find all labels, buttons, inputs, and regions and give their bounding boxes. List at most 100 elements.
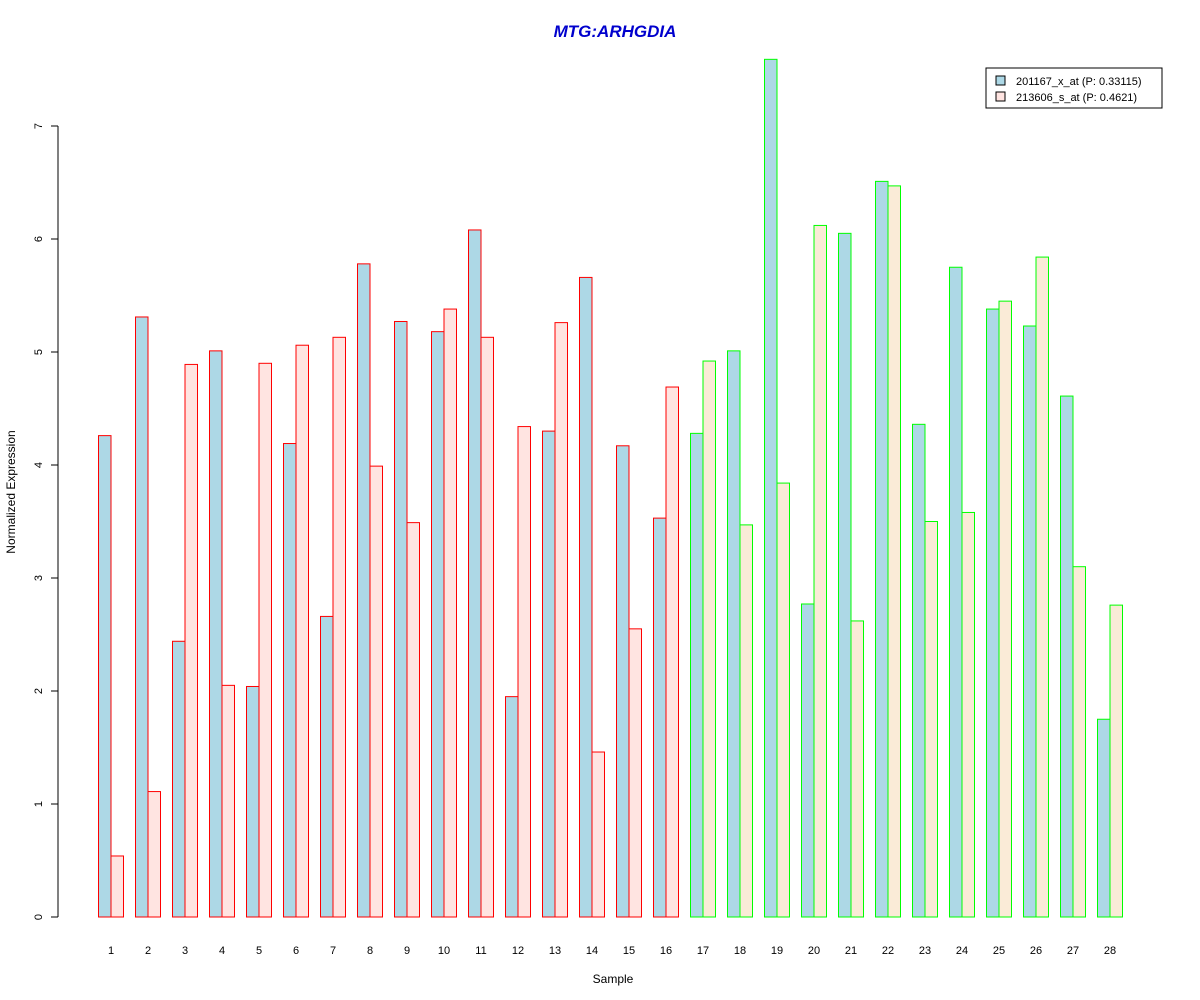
bar-series-2-sample-2 bbox=[147, 791, 161, 918]
bar-series-1-sample-12 bbox=[505, 696, 519, 918]
y-tick-label: 0 bbox=[33, 914, 45, 920]
y-tick-label: 1 bbox=[33, 801, 45, 807]
bar-series-1-sample-6 bbox=[283, 443, 297, 918]
bar-series-1-sample-7 bbox=[320, 615, 334, 918]
x-tick-label: 22 bbox=[882, 945, 894, 957]
bar-series-2-sample-14 bbox=[591, 751, 605, 918]
bar-series-1-sample-16 bbox=[653, 517, 667, 918]
x-tick-label: 7 bbox=[330, 945, 336, 957]
x-tick-label: 16 bbox=[660, 945, 672, 957]
bar-series-2-sample-11 bbox=[480, 336, 494, 918]
bar-series-1-sample-28 bbox=[1097, 718, 1111, 918]
x-tick-labels: 1 2 3 4 5 6 7 8 9 10 11 12 13 14 15 16 17 18 19 20 21 22 23 24 2… bbox=[108, 945, 1116, 957]
bars-group bbox=[98, 58, 1123, 918]
bar-series-2-sample-18 bbox=[739, 524, 753, 918]
x-tick-label: 1 bbox=[108, 945, 114, 957]
y-tick-label: 4 bbox=[33, 462, 45, 468]
x-tick-label: 21 bbox=[845, 945, 857, 957]
x-tick-label: 14 bbox=[586, 945, 598, 957]
x-tick-label: 23 bbox=[919, 945, 931, 957]
bar-series-1-sample-19 bbox=[764, 58, 778, 918]
bar-series-1-sample-15 bbox=[616, 445, 630, 918]
x-tick-label: 19 bbox=[771, 945, 783, 957]
x-tick-label: 5 bbox=[256, 945, 262, 957]
x-tick-label: 9 bbox=[404, 945, 410, 957]
legend-swatch-series-1 bbox=[995, 75, 1006, 86]
bar-series-1-sample-14 bbox=[579, 276, 593, 918]
legend-box bbox=[985, 67, 1163, 109]
y-tick-label: 2 bbox=[33, 688, 45, 694]
x-tick-label: 27 bbox=[1067, 945, 1079, 957]
bar-series-1-sample-5 bbox=[246, 685, 260, 918]
bar-series-2-sample-15 bbox=[628, 628, 642, 918]
x-tick-label: 15 bbox=[623, 945, 635, 957]
bar-series-2-sample-26 bbox=[1035, 256, 1049, 918]
x-tick-label: 6 bbox=[293, 945, 299, 957]
bar-series-2-sample-24 bbox=[961, 511, 975, 918]
bar-series-2-sample-27 bbox=[1072, 566, 1086, 918]
bar-series-1-sample-2 bbox=[135, 316, 149, 918]
bar-series-2-sample-6 bbox=[295, 344, 309, 918]
bar-series-2-sample-25 bbox=[998, 300, 1012, 918]
y-tick-label: 5 bbox=[33, 349, 45, 355]
bar-series-2-sample-23 bbox=[924, 521, 938, 918]
bar-series-2-sample-13 bbox=[554, 322, 568, 918]
x-tick-label: 12 bbox=[512, 945, 524, 957]
x-tick-label: 2 bbox=[145, 945, 151, 957]
bar-series-1-sample-25 bbox=[986, 308, 1000, 918]
x-tick-label: 26 bbox=[1030, 945, 1042, 957]
x-tick-label: 28 bbox=[1104, 945, 1116, 957]
x-tick-label: 3 bbox=[182, 945, 188, 957]
bar-series-2-sample-4 bbox=[221, 684, 235, 918]
legend-label-series-1: 201167_x_at (P: 0.33115) bbox=[1016, 76, 1142, 88]
x-tick-label: 8 bbox=[367, 945, 373, 957]
x-tick-label: 4 bbox=[219, 945, 225, 957]
bar-series-1-sample-13 bbox=[542, 430, 556, 918]
bar-series-2-sample-28 bbox=[1109, 604, 1123, 918]
bar-series-1-sample-9 bbox=[394, 320, 408, 918]
bar-series-2-sample-9 bbox=[406, 522, 420, 918]
bar-series-1-sample-8 bbox=[357, 263, 371, 918]
y-tick-label: 7 bbox=[33, 123, 45, 129]
bar-series-2-sample-21 bbox=[850, 620, 864, 918]
x-tick-label: 13 bbox=[549, 945, 561, 957]
bar-series-1-sample-20 bbox=[801, 603, 815, 918]
x-tick-label: 11 bbox=[475, 945, 486, 957]
bar-series-1-sample-18 bbox=[727, 350, 741, 918]
bar-series-2-sample-20 bbox=[813, 224, 827, 918]
bar-series-1-sample-24 bbox=[949, 266, 963, 918]
bar-series-1-sample-1 bbox=[98, 435, 112, 918]
bar-series-1-sample-23 bbox=[912, 423, 926, 918]
bar-series-2-sample-19 bbox=[776, 482, 790, 918]
bar-series-1-sample-26 bbox=[1023, 325, 1037, 918]
bar-series-1-sample-27 bbox=[1060, 395, 1074, 918]
bar-series-2-sample-8 bbox=[369, 465, 383, 918]
y-axis: 0 1 2 3 4 5 6 7 bbox=[33, 123, 59, 920]
x-tick-label: 10 bbox=[438, 945, 450, 957]
bar-series-1-sample-22 bbox=[875, 180, 889, 918]
x-tick-label: 24 bbox=[956, 945, 968, 957]
bar-series-1-sample-3 bbox=[172, 640, 186, 918]
x-tick-label: 20 bbox=[808, 945, 820, 957]
bar-series-2-sample-16 bbox=[665, 386, 679, 918]
bar-series-1-sample-4 bbox=[209, 350, 223, 918]
legend-swatch-series-2 bbox=[995, 91, 1006, 102]
bar-series-2-sample-22 bbox=[887, 185, 901, 918]
bar-series-2-sample-3 bbox=[184, 363, 198, 918]
x-tick-label: 18 bbox=[734, 945, 746, 957]
x-tick-label: 17 bbox=[697, 945, 709, 957]
bar-series-2-sample-7 bbox=[332, 336, 346, 918]
bar-series-2-sample-1 bbox=[110, 855, 124, 918]
legend-label-series-2: 213606_s_at (P: 0.4621) bbox=[1016, 92, 1137, 104]
y-tick-label: 6 bbox=[33, 236, 45, 242]
bar-series-2-sample-10 bbox=[443, 308, 457, 918]
bar-series-1-sample-21 bbox=[838, 232, 852, 918]
chart-title: MTG:ARHGDIA bbox=[554, 22, 677, 41]
bar-series-1-sample-11 bbox=[468, 229, 482, 918]
bar-series-1-sample-10 bbox=[431, 331, 445, 918]
y-axis-label: Normalized Expression bbox=[4, 430, 18, 553]
bar-series-2-sample-5 bbox=[258, 362, 272, 918]
x-axis-label: Sample bbox=[593, 972, 634, 986]
x-tick-label: 25 bbox=[993, 945, 1005, 957]
